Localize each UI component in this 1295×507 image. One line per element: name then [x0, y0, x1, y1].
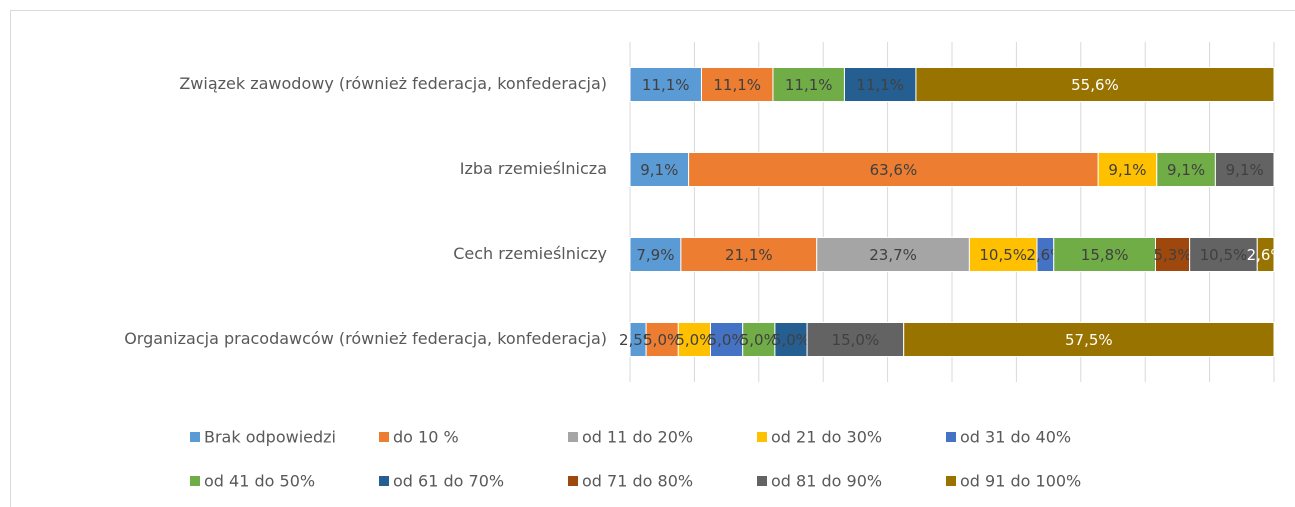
value-label: 5,0%	[675, 331, 713, 349]
category-label: Izba rzemieślnicza	[460, 159, 607, 178]
bar-segment	[903, 322, 1275, 357]
bar-segment	[700, 67, 774, 102]
legend-swatch	[379, 476, 389, 486]
bar-segment	[843, 67, 917, 102]
value-label: 7,9%	[636, 246, 674, 264]
category-label: Organizacja pracodawców (również federac…	[124, 329, 607, 348]
bar-segment	[1189, 237, 1258, 272]
bar-segment	[645, 322, 679, 357]
bar-segment	[1097, 152, 1158, 187]
legend-label: od 31 do 40%	[960, 428, 1071, 447]
legend-swatch	[379, 432, 389, 442]
value-label: 5,0%	[643, 331, 681, 349]
legend-label: od 71 do 80%	[582, 472, 693, 491]
value-label: 21,1%	[725, 246, 773, 264]
value-label: 5,0%	[740, 331, 778, 349]
bar-segment	[677, 322, 711, 357]
bar-segment	[1156, 152, 1216, 187]
bar-segment	[1214, 152, 1275, 187]
value-label: 15,8%	[1081, 246, 1129, 264]
legend-swatch	[946, 432, 956, 442]
legend-label: od 11 do 20%	[582, 428, 693, 447]
value-label: 9,1%	[1226, 161, 1264, 179]
legend-swatch	[190, 432, 200, 442]
bar-segment	[742, 322, 776, 357]
legend-label: do 10 %	[393, 428, 459, 447]
value-label: 11,1%	[642, 76, 690, 94]
value-label: 9,1%	[1167, 161, 1205, 179]
bar-segment	[629, 152, 690, 187]
value-label: 11,1%	[785, 76, 833, 94]
value-label: 15,0%	[832, 331, 880, 349]
value-label: 5,0%	[708, 331, 746, 349]
value-label: 10,5%	[979, 246, 1027, 264]
category-label: Cech rzemieślniczy	[453, 244, 607, 263]
bar-segment	[710, 322, 744, 357]
value-label: 57,5%	[1065, 331, 1113, 349]
value-label: 10,5%	[1200, 246, 1248, 264]
legend-swatch	[190, 476, 200, 486]
legend-label: od 21 do 30%	[771, 428, 882, 447]
legend-swatch	[568, 476, 578, 486]
value-label: 63,6%	[870, 161, 918, 179]
legend-label: Brak odpowiedzi	[204, 428, 336, 447]
legend-label: od 41 do 50%	[204, 472, 315, 491]
legend-label: od 81 do 90%	[771, 472, 882, 491]
bar-segment	[1256, 237, 1275, 272]
legend-swatch	[757, 432, 767, 442]
value-label: 9,1%	[640, 161, 678, 179]
bar-segment	[915, 67, 1275, 102]
bar-segment	[774, 322, 808, 357]
value-label: 9,1%	[1108, 161, 1146, 179]
value-label: 55,6%	[1071, 76, 1119, 94]
value-label: 5,0%	[772, 331, 810, 349]
legend-swatch	[757, 476, 767, 486]
legend-label: od 61 do 70%	[393, 472, 504, 491]
bar-segment	[688, 152, 1099, 187]
bar-segment	[629, 237, 682, 272]
bar-segment	[1155, 237, 1191, 272]
legend-label: od 91 do 100%	[960, 472, 1081, 491]
value-label: 11,1%	[713, 76, 761, 94]
bar-segment	[680, 237, 818, 272]
value-label: 5,3%	[1154, 246, 1192, 264]
value-label: 11,1%	[856, 76, 904, 94]
category-label: Związek zawodowy (również federacja, kon…	[179, 74, 607, 93]
value-label: 23,7%	[869, 246, 917, 264]
value-label: 2,6%	[1247, 246, 1285, 264]
legend-swatch	[946, 476, 956, 486]
legend-swatch	[568, 432, 578, 442]
bar-segment	[772, 67, 845, 102]
